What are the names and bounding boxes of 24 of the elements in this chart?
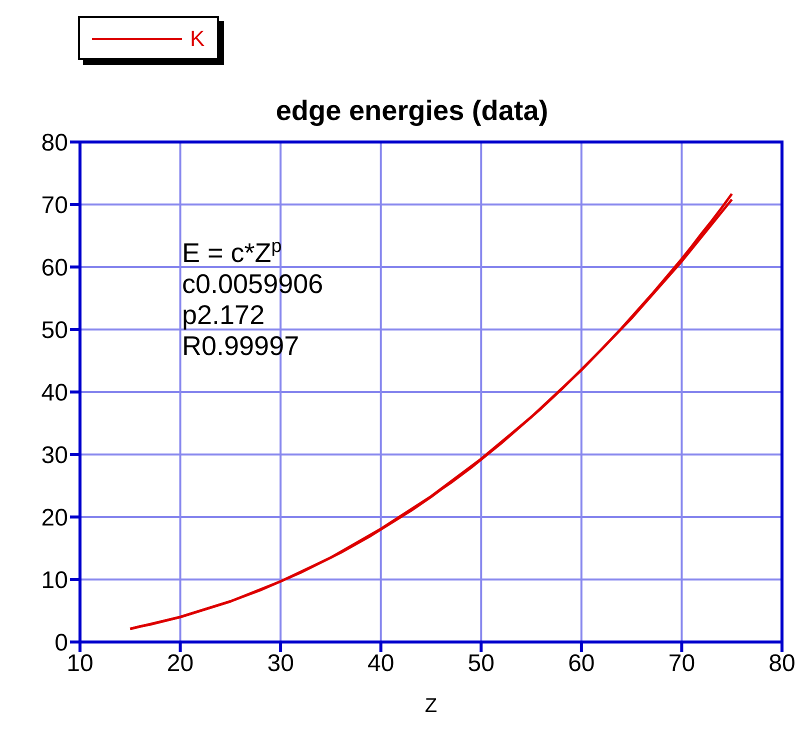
x-tick-label: 20 [166,650,194,678]
y-tick-label: 10 [41,567,68,594]
x-tick-label: 70 [668,650,696,678]
x-tick-label: 10 [66,650,94,678]
y-tick-label: 70 [41,192,68,220]
y-tick-label: 50 [41,317,68,344]
y-tick-label: 30 [41,442,68,470]
annotation: R0.99997 [182,331,300,361]
y-tick-label: 20 [41,504,68,532]
annotation: E = c*Z$^{p}$ [182,236,282,268]
x-tick-label: 80 [768,650,796,678]
x-tick-label: 40 [368,650,394,678]
x-axis-title: Z [424,695,438,717]
annotation: c0.0059906 [182,269,324,299]
y-tick-label: 60 [41,254,68,282]
annotation: p2.172 [182,300,265,330]
x-tick-label: 60 [568,650,595,678]
y-tick-label: 80 [41,130,68,157]
y-tick-label: 40 [41,380,68,407]
chart-title: edge energies (data) [276,95,548,126]
x-tick-label: 30 [267,650,294,678]
y-tick-label: 0 [54,630,68,657]
x-tick-label: 50 [468,650,494,678]
legend-label: K [190,26,205,52]
